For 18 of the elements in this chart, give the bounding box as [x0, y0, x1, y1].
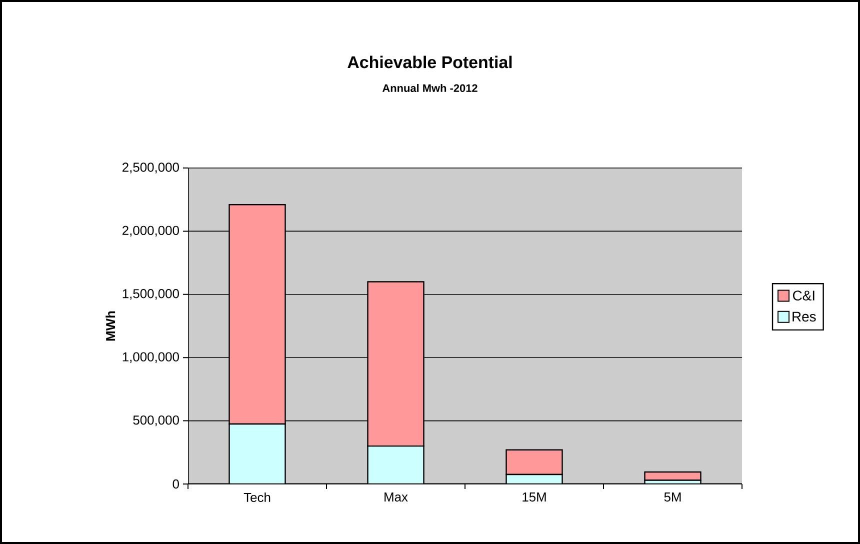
legend-label: Res: [792, 312, 816, 322]
y-tick-label: 0: [172, 479, 179, 489]
y-tick-label: 2,000,000: [122, 226, 179, 237]
legend-label: C&I: [792, 290, 814, 300]
y-tick-label: 1,000,000: [122, 352, 179, 363]
bar: [506, 449, 563, 476]
y-tick-label: 2,500,000: [122, 162, 179, 174]
y-tick-label: 500,000: [133, 415, 179, 426]
x-tick-label: Max: [384, 492, 408, 502]
chart-title: Achievable Potential: [348, 56, 512, 68]
x-tick-label: 5M: [664, 492, 681, 502]
x-tick-label: 15M: [522, 492, 546, 502]
bar: [367, 445, 424, 484]
bar: [228, 423, 286, 484]
y-axis-title: MWh: [106, 311, 116, 341]
chart-subtitle: Annual Mwh -2012: [382, 84, 478, 92]
y-tick-label: 1,500,000: [122, 289, 179, 300]
x-tick-label: Tech: [244, 492, 270, 502]
